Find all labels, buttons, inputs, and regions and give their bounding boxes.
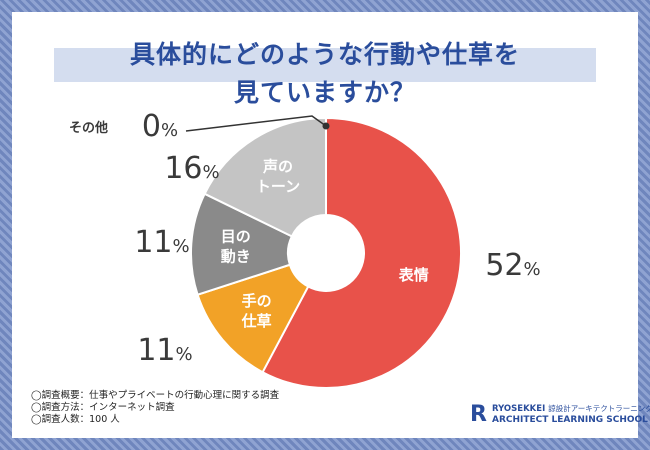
logo-mark-icon: R (470, 402, 487, 427)
percent-other: 0% (142, 109, 178, 144)
slice-label-hand-gesture: 手の仕草 (241, 292, 272, 330)
logo-subtitle: 諒設計アーキテクトラーニング (548, 404, 650, 413)
slice-hand-gesture (196, 263, 310, 374)
survey-note-method: ◯調査方法：インターネット調査 (31, 402, 175, 413)
leader-dot-other (322, 122, 330, 130)
survey-note-count: ◯調査人数：100 人 (31, 414, 120, 425)
chart-title-line2: 見ていますか？ (233, 78, 416, 107)
logo-school-name: ARCHITECT LEARNING SCHOOL (492, 415, 648, 425)
school-logo: R RYOSEKKEI 諒設計アーキテクトラーニング ARCHITECT LEAR… (470, 402, 650, 429)
chart-title-line1: 具体的にどのような行動や仕草を (129, 40, 520, 69)
percent-hand-gesture: 11% (137, 333, 192, 368)
leader-line-other (185, 115, 327, 132)
title-band (54, 48, 596, 82)
slice-label-expression: 表情 (399, 266, 429, 284)
slice-label-other: その他 (69, 120, 108, 136)
slice-eye-movement (190, 192, 294, 296)
logo-name: RYOSEKKEI (492, 404, 546, 414)
slice-voice-tone (203, 116, 327, 238)
survey-note-overview: ◯調査概要：仕事やプライベートの行動心理に関する調査 (31, 390, 280, 401)
slice-label-eye-movement: 目の動き (221, 228, 251, 266)
survey-notes: ◯調査概要：仕事やプライベートの行動心理に関する調査 ◯調査方法：インターネット… (31, 390, 279, 426)
percent-voice-tone: 16% (164, 151, 219, 186)
slice-expression (261, 116, 462, 389)
percent-eye-movement: 11% (134, 225, 189, 260)
slice-label-voice-tone: 声のトーン (256, 157, 300, 195)
percent-expression: 52% (485, 248, 540, 283)
